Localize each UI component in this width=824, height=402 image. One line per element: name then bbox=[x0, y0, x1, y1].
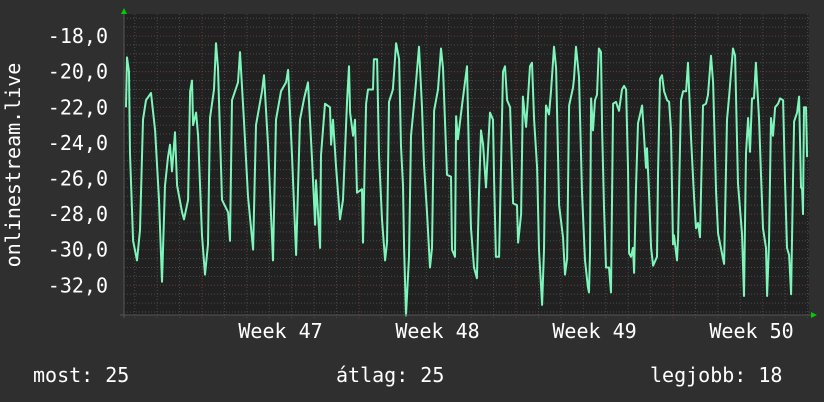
y-tick-label: -20,0 bbox=[48, 60, 108, 84]
data-points bbox=[126, 43, 808, 316]
x-axis: Week 47 Week 48 Week 49 Week 50 bbox=[238, 319, 793, 343]
y-tick-label: -18,0 bbox=[48, 24, 108, 48]
y-axis: -18,0 -20,0 -22,0 -24,0 -26,0 -28,0 -30,0 -32,0 bbox=[48, 24, 108, 297]
plot-area bbox=[124, 14, 809, 315]
y-axis-arrow-icon bbox=[121, 8, 127, 14]
y-tick-label: -22,0 bbox=[48, 95, 108, 119]
x-tick-label: Week 47 bbox=[238, 319, 322, 343]
y-tick-label: -28,0 bbox=[48, 202, 108, 226]
x-axis-arrow-icon bbox=[811, 312, 817, 318]
x-tick-label: Week 50 bbox=[709, 319, 793, 343]
y-tick-label: -24,0 bbox=[48, 131, 108, 155]
y-tick-label: -26,0 bbox=[48, 166, 108, 190]
series-line bbox=[125, 42, 809, 317]
x-tick-label: Week 49 bbox=[552, 319, 636, 343]
y-axis-title: onlinestream.live bbox=[1, 63, 25, 268]
y-tick-label: -32,0 bbox=[48, 273, 108, 297]
legend-average: átlag: 25 bbox=[336, 363, 444, 387]
legend-max: legjobb: 18 bbox=[650, 363, 782, 387]
x-tick-label: Week 48 bbox=[395, 319, 479, 343]
legend-current: most: 25 bbox=[33, 363, 129, 387]
y-tick-label: -30,0 bbox=[48, 238, 108, 262]
